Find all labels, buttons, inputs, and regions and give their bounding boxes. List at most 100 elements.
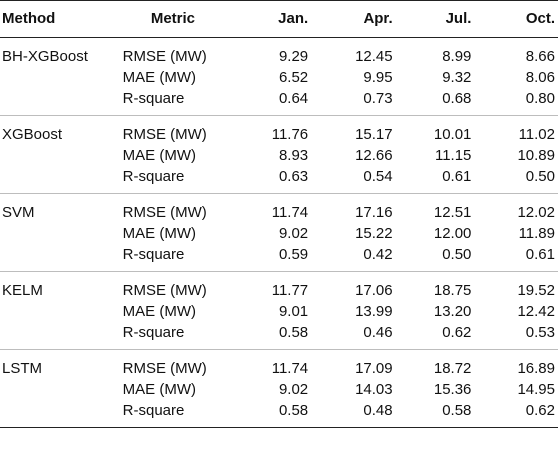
value-cell-apr: 12.66 [355, 147, 393, 164]
value-cell-jan: 0.58 [278, 402, 309, 419]
value-cell-oct: 11.89 [518, 225, 555, 242]
table-row: MAE (MW) 9.02 15.22 12.00 11.89 [0, 223, 558, 244]
value-cell-jul: 11.15 [434, 147, 472, 164]
value-cell-jul: 10.01 [433, 126, 472, 143]
value-cell-jul: 18.72 [433, 360, 472, 377]
value-cell-apr: 15.22 [355, 225, 393, 242]
metric-cell: MAE (MW) [122, 69, 196, 86]
metric-cell: RMSE (MW) [122, 204, 207, 221]
table-row: R-square 0.58 0.46 0.62 0.53 [0, 322, 558, 350]
value-cell-apr: 0.54 [363, 168, 393, 185]
value-cell-oct: 8.66 [525, 48, 555, 65]
metric-cell: MAE (MW) [122, 147, 196, 164]
value-cell-jul: 0.50 [442, 246, 472, 263]
value-cell-oct: 14.95 [517, 381, 555, 398]
table-row: R-square 0.58 0.48 0.58 0.62 [0, 400, 558, 428]
value-cell-oct: 19.52 [517, 282, 555, 299]
table-row: R-square 0.64 0.73 0.68 0.80 [0, 88, 558, 116]
method-cell [0, 301, 113, 322]
metric-cell: RMSE (MW) [122, 48, 207, 65]
table-row: KELM RMSE (MW) 11.77 17.06 18.75 19.52 [0, 272, 558, 302]
value-cell-apr: 17.06 [355, 282, 393, 299]
table-header: Method Metric Jan. Apr. Jul. Oct. [0, 0, 558, 38]
metric-cell: R-square [122, 90, 185, 107]
metric-cell: R-square [122, 324, 185, 341]
value-cell-jan: 9.02 [278, 381, 309, 398]
value-cell-jul: 12.51 [433, 204, 472, 221]
method-cell [0, 322, 113, 350]
value-cell-oct: 0.62 [525, 402, 555, 419]
header-apr: Apr. [363, 10, 393, 27]
table-row: MAE (MW) 8.93 12.66 11.15 10.89 [0, 145, 558, 166]
header-metric: Metric [150, 10, 196, 27]
value-cell-jul: 0.68 [442, 90, 472, 107]
value-cell-apr: 9.95 [363, 69, 393, 86]
value-cell-jan: 9.29 [278, 48, 309, 65]
value-cell-oct: 0.50 [525, 168, 555, 185]
method-cell [0, 223, 113, 244]
value-cell-apr: 0.46 [363, 324, 393, 341]
metric-cell: R-square [122, 402, 185, 419]
method-group: SVM RMSE (MW) 11.74 17.16 12.51 12.02 MAE (MW)… [0, 194, 558, 272]
value-cell-jul: 9.32 [442, 69, 472, 86]
metric-cell: RMSE (MW) [122, 360, 207, 377]
method-group: BH-XGBoost RMSE (MW) 9.29 12.45 8.99 8.66 MAE … [0, 38, 558, 116]
value-cell-oct: 0.61 [525, 246, 555, 263]
header-jul: Jul. [445, 10, 472, 27]
header-oct: Oct. [525, 10, 555, 27]
value-cell-jan: 11.77 [271, 282, 309, 299]
results-table: Method Metric Jan. Apr. Jul. Oct. BH-XGB… [0, 0, 558, 428]
metric-cell: MAE (MW) [122, 381, 196, 398]
method-cell: KELM [2, 282, 43, 299]
table-row: SVM RMSE (MW) 11.74 17.16 12.51 12.02 [0, 194, 558, 224]
method-group: XGBoost RMSE (MW) 11.76 15.17 10.01 11.02 MAE … [0, 116, 558, 194]
value-cell-oct: 0.80 [525, 90, 555, 107]
method-group: LSTM RMSE (MW) 11.74 17.09 18.72 16.89 MAE (MW… [0, 350, 558, 428]
metric-cell: R-square [122, 246, 185, 263]
table-row: XGBoost RMSE (MW) 11.76 15.17 10.01 11.02 [0, 116, 558, 146]
metric-cell: RMSE (MW) [122, 126, 207, 143]
method-cell: SVM [2, 204, 35, 221]
value-cell-jul: 18.75 [433, 282, 472, 299]
value-cell-jul: 15.36 [433, 381, 472, 398]
value-cell-oct: 10.89 [517, 147, 555, 164]
method-cell [0, 88, 113, 116]
value-cell-jan: 9.01 [278, 303, 309, 320]
value-cell-jul: 13.20 [433, 303, 472, 320]
metric-cell: R-square [122, 168, 185, 185]
value-cell-apr: 17.16 [355, 204, 393, 221]
method-cell [0, 379, 113, 400]
value-cell-jul: 0.58 [442, 402, 472, 419]
table-row: R-square 0.59 0.42 0.50 0.61 [0, 244, 558, 272]
metric-cell: MAE (MW) [122, 225, 196, 242]
value-cell-apr: 14.03 [355, 381, 393, 398]
table-row: LSTM RMSE (MW) 11.74 17.09 18.72 16.89 [0, 350, 558, 380]
value-cell-jul: 12.00 [433, 225, 472, 242]
value-cell-jan: 9.02 [278, 225, 309, 242]
value-cell-jan: 11.76 [271, 126, 309, 143]
table-row: R-square 0.63 0.54 0.61 0.50 [0, 166, 558, 194]
value-cell-oct: 0.53 [525, 324, 555, 341]
table-row: MAE (MW) 9.01 13.99 13.20 12.42 [0, 301, 558, 322]
value-cell-jan: 0.64 [278, 90, 309, 107]
value-cell-oct: 12.42 [517, 303, 555, 320]
method-group: KELM RMSE (MW) 11.77 17.06 18.75 19.52 MAE (MW… [0, 272, 558, 350]
value-cell-apr: 0.48 [363, 402, 393, 419]
header-jan: Jan. [278, 10, 309, 27]
table-row: MAE (MW) 9.02 14.03 15.36 14.95 [0, 379, 558, 400]
value-cell-apr: 15.17 [355, 126, 393, 143]
header-method: Method [2, 10, 56, 27]
header-row: Method Metric Jan. Apr. Jul. Oct. [0, 0, 558, 38]
value-cell-oct: 11.02 [518, 126, 555, 143]
value-cell-jan: 11.74 [271, 204, 309, 221]
value-cell-jan: 0.58 [278, 324, 309, 341]
method-cell [0, 244, 113, 272]
metric-cell: MAE (MW) [122, 303, 196, 320]
method-cell [0, 67, 113, 88]
value-cell-jan: 6.52 [278, 69, 309, 86]
table-row: BH-XGBoost RMSE (MW) 9.29 12.45 8.99 8.66 [0, 38, 558, 68]
value-cell-jan: 0.59 [278, 246, 309, 263]
value-cell-apr: 13.99 [355, 303, 393, 320]
method-cell: XGBoost [2, 126, 63, 143]
value-cell-oct: 16.89 [517, 360, 555, 377]
